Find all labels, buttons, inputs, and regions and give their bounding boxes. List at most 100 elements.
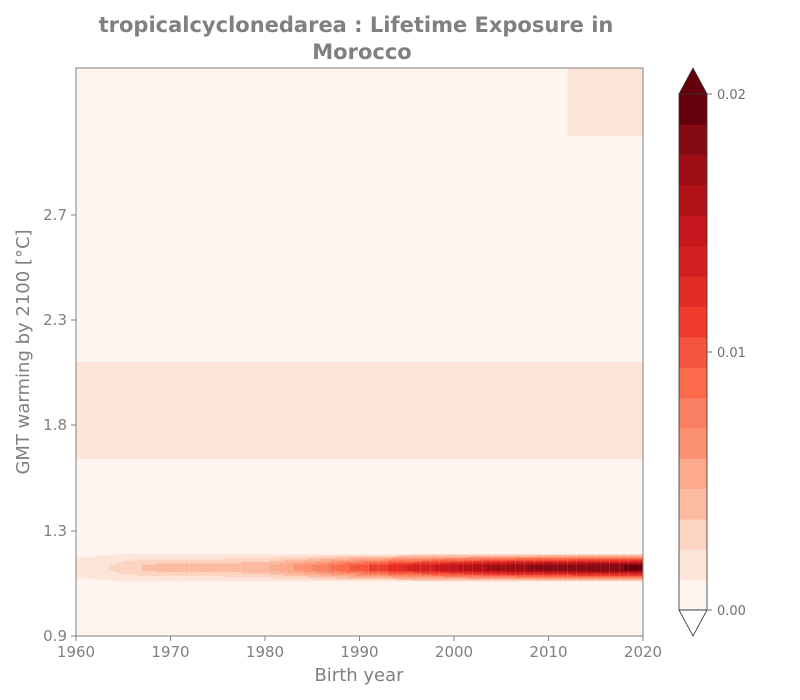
hot-row-slice-18 <box>161 552 167 583</box>
hot-row-slice-33 <box>231 552 238 583</box>
hot-row-slice-46 <box>293 552 299 583</box>
hot-row-slice-86 <box>482 552 488 583</box>
hot-row-slice-71 <box>411 552 417 583</box>
hot-row-slice-50 <box>312 552 318 583</box>
colorbar-over-extension <box>678 67 708 95</box>
hot-row-slice-9 <box>118 552 124 583</box>
colorbar-level-4 <box>679 458 707 490</box>
colorbar-level-15 <box>679 124 707 156</box>
colorbar-level-5 <box>679 427 707 459</box>
colorbar-tick-label-1: 0.01 <box>717 346 746 361</box>
colorbar-level-0 <box>679 579 707 611</box>
hot-row-slice-80 <box>454 552 460 583</box>
hot-row-slice-112 <box>605 552 611 583</box>
hot-row-slice-61 <box>364 552 370 583</box>
hot-row-slice-20 <box>170 552 176 583</box>
hot-row-slice-83 <box>468 552 474 583</box>
hot-row-slice-32 <box>227 552 233 583</box>
colorbar-tick-label-2: 0.02 <box>717 88 746 103</box>
colorbar-level-8 <box>679 336 707 368</box>
y-tick-label-4: 2.7 <box>43 206 67 224</box>
hot-row-slice-67 <box>392 552 398 583</box>
heatmap-band-1 <box>76 362 643 459</box>
colorbar-tick-label-0: 0.00 <box>717 604 746 619</box>
hot-row-slice-19 <box>165 552 172 583</box>
hot-row-slice-57 <box>345 552 351 583</box>
hot-row-slice-42 <box>274 552 280 583</box>
hot-row-slice-39 <box>260 552 266 583</box>
hot-row-slice-78 <box>444 552 450 583</box>
hot-row-slice-41 <box>269 552 276 583</box>
hot-row-slice-119 <box>638 552 643 583</box>
hot-row-slice-31 <box>222 552 228 583</box>
x-tick-label-0: 1960 <box>57 643 95 661</box>
hot-row-slice-91 <box>505 552 512 583</box>
colorbar-level-16 <box>679 94 707 125</box>
hot-row-slice-55 <box>335 552 342 583</box>
hot-row-slice-109 <box>591 552 597 583</box>
hot-row-slice-63 <box>373 552 379 583</box>
hot-row-slice-81 <box>458 552 465 583</box>
y-axis-label: GMT warming by 2100 [°C] <box>13 229 34 474</box>
chart-title-line-2: Morocco <box>312 40 411 64</box>
hot-row-slice-111 <box>600 552 606 583</box>
hot-row-slice-6 <box>104 552 110 583</box>
hot-row-slice-44 <box>283 552 290 583</box>
hot-row-slice-95 <box>524 552 531 583</box>
hot-row-slice-116 <box>624 552 630 583</box>
hot-row-slice-105 <box>572 552 578 583</box>
hot-row-slice-59 <box>354 552 361 583</box>
hot-row-slice-104 <box>567 552 573 583</box>
hot-row-slice-115 <box>619 552 625 583</box>
hot-row-slice-70 <box>406 552 413 583</box>
hot-row-slice-82 <box>463 552 469 583</box>
hot-row-slice-1 <box>80 552 87 583</box>
x-axis-ticks: 1960 1970 1980 1990 2000 2010 2020 <box>57 636 662 661</box>
hot-row-slice-94 <box>520 552 526 583</box>
colorbar-level-7 <box>679 367 707 399</box>
hot-row-slice-25 <box>194 552 200 583</box>
colorbar-level-1 <box>679 549 707 581</box>
hot-row-slice-110 <box>595 552 602 583</box>
hot-row-slice-84 <box>472 552 479 583</box>
hot-row-slice-28 <box>208 552 214 583</box>
heatmap-field <box>76 68 643 636</box>
hot-row-slice-100 <box>548 552 554 583</box>
hot-row-slice-98 <box>539 552 545 583</box>
x-tick-label-5: 2010 <box>529 643 567 661</box>
hot-row-slice-93 <box>515 552 521 583</box>
heatmap-band-4 <box>567 68 643 137</box>
hot-row-slice-92 <box>510 552 517 583</box>
hot-row-slice-48 <box>302 552 309 583</box>
hot-row-slice-2 <box>85 552 91 583</box>
hot-row-slice-37 <box>250 552 257 583</box>
hot-row-slice-43 <box>279 552 285 583</box>
heatmap-band-0 <box>76 68 643 636</box>
hot-row-slice-60 <box>359 552 365 583</box>
hot-row-slice-96 <box>529 552 535 583</box>
colorbar-level-11 <box>679 245 707 277</box>
y-tick-label-3: 2.3 <box>43 311 67 329</box>
y-tick-label-0: 0.9 <box>43 627 67 645</box>
hot-row-slice-15 <box>146 552 153 583</box>
hot-row-slice-106 <box>576 552 583 583</box>
hot-row-slice-76 <box>435 552 441 583</box>
x-tick-label-3: 1990 <box>340 643 378 661</box>
x-tick-label-2: 1980 <box>246 643 284 661</box>
hot-row-slice-66 <box>387 552 394 583</box>
hot-row-slice-36 <box>246 552 252 583</box>
x-tick-label-4: 2000 <box>435 643 473 661</box>
hot-row-slice-49 <box>307 552 313 583</box>
hot-row-slice-4 <box>94 552 101 583</box>
hot-row-slice-77 <box>439 552 446 583</box>
hot-row-slice-11 <box>127 552 134 583</box>
hot-row-slice-56 <box>340 552 346 583</box>
hot-row-slice-102 <box>557 552 564 583</box>
hot-row-slice-118 <box>633 552 639 583</box>
hot-row-slice-68 <box>397 552 403 583</box>
hot-row-slice-7 <box>109 552 115 583</box>
colorbar-level-2 <box>679 518 707 550</box>
hot-row-slice-52 <box>321 552 328 583</box>
hot-row-slice-62 <box>368 552 375 583</box>
colorbar-level-10 <box>679 276 707 307</box>
